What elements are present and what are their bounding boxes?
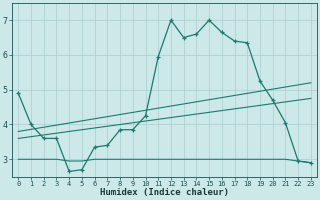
X-axis label: Humidex (Indice chaleur): Humidex (Indice chaleur): [100, 188, 229, 197]
